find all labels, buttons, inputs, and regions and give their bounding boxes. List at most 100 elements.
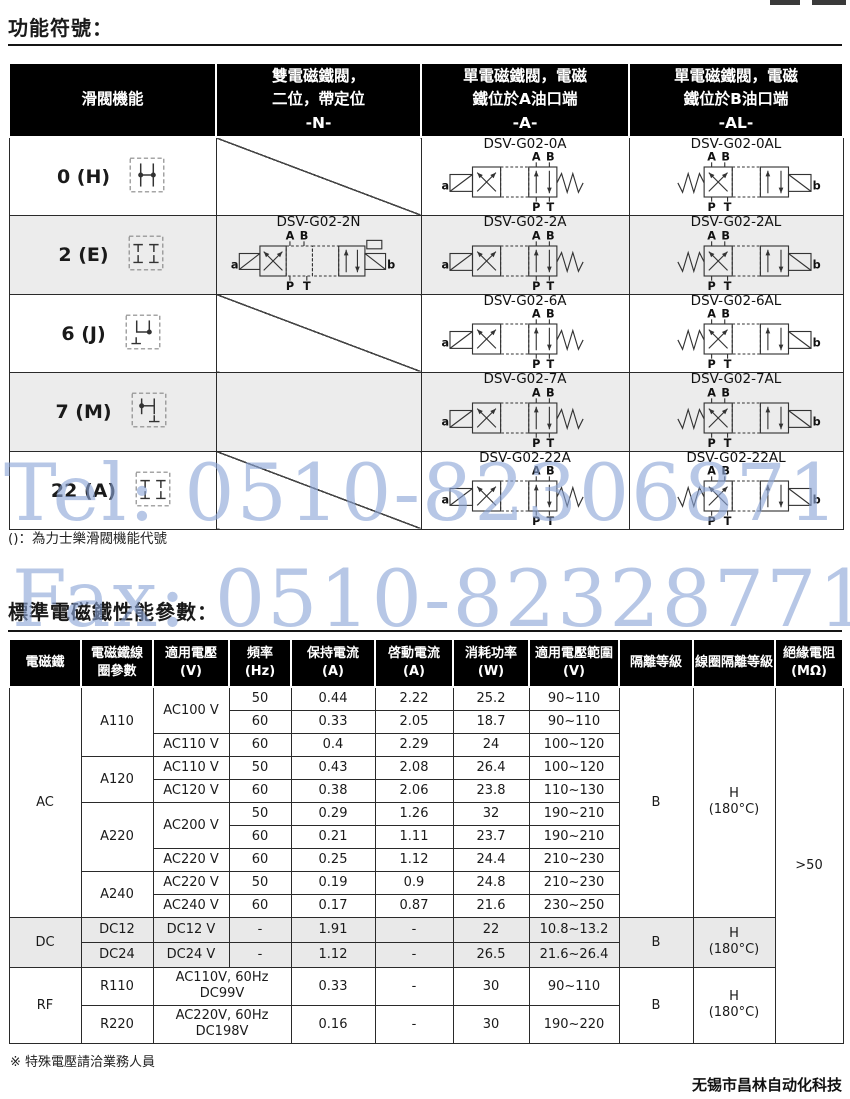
valve-cell: DSV-G02-2AL b A B P T: [628, 214, 844, 295]
model-number: DSV-G02-2N: [276, 214, 361, 231]
svg-text:T: T: [724, 515, 732, 526]
power-cell: 30: [452, 966, 530, 1006]
model-number: DSV-G02-6AL: [690, 292, 782, 309]
hold-cell: 1.12: [290, 941, 376, 968]
svg-text:b: b: [813, 494, 821, 507]
freq-cell: -: [228, 941, 292, 968]
freq-cell: 50: [228, 870, 292, 895]
table-row: A240 AC220 V 50 0.19 0.9 24.8 210~230: [9, 870, 843, 918]
rexroth-code-note: ()：為力士樂滑閥機能代號: [8, 531, 168, 547]
svg-text:B: B: [721, 231, 730, 242]
svg-text:B: B: [546, 231, 555, 242]
spool-symbol-h-icon: [126, 154, 168, 200]
range-cell: 100~120: [528, 755, 620, 780]
range-cell: 210~230: [528, 847, 620, 872]
valve-cell: DSV-G02-7A a A B P T: [420, 372, 630, 452]
table-row: RF R110 AC110V, 60Hz DC99V 0.33 - 30 90~…: [8, 966, 843, 1044]
table-row: 7 (M) DSV-G02-7A a A B P T DSV-G02-7AL b A B P T: [8, 372, 844, 452]
range-cell: 90~110: [528, 709, 620, 734]
range-cell: 21.6~26.4: [528, 941, 620, 968]
model-number: DSV-G02-2AL: [690, 214, 782, 231]
svg-text:P: P: [708, 437, 716, 448]
svg-text:b: b: [813, 258, 821, 271]
hold-cell: 0.17: [290, 893, 376, 918]
power-cell: 23.8: [452, 778, 530, 803]
col-header-voltage-range: 適用電壓範圍 (V): [528, 638, 620, 688]
range-cell: 210~230: [528, 870, 620, 895]
inrush-cell: 0.87: [374, 893, 454, 918]
voltage-cell: DC12 V: [152, 916, 230, 943]
hold-cell: 1.91: [290, 916, 376, 943]
svg-text:A: A: [532, 309, 541, 320]
coil-isolation-cell: H (180°C): [692, 916, 776, 968]
coil-cell: DC12: [80, 916, 154, 943]
power-cell: 18.7: [452, 709, 530, 734]
valve-cell: DSV-G02-0A a A B P T: [420, 136, 630, 217]
table-row: DC DC12 DC12 V - 1.91 - 22 10.8~13.2 B H…: [8, 916, 843, 968]
svg-text:P: P: [532, 515, 540, 526]
svg-text:b: b: [813, 180, 821, 193]
valve-cell: DSV-G02-2N a b A B P T: [215, 214, 422, 295]
coil-cell: A120: [80, 755, 154, 803]
svg-text:T: T: [724, 280, 732, 291]
inrush-cell: 2.08: [374, 755, 454, 780]
col-header-solenoid: 電磁鐵: [8, 638, 82, 688]
hold-cell: 0.4: [290, 732, 376, 757]
valve-cell: DSV-G02-7AL b A B P T: [628, 372, 844, 452]
coil-cell: DC24: [80, 941, 154, 968]
table-row: 22 (A) DSV-G02-22A a A B P T DSV-G02-22AL b A B P…: [8, 449, 844, 531]
hold-cell: 0.38: [290, 778, 376, 803]
svg-text:T: T: [546, 201, 554, 212]
col-header-frequency: 頻率 (Hz): [228, 638, 292, 688]
table-row: 0 (H) DSV-G02-0A a A B P T DSV-G02-0AL b A B P T: [8, 136, 844, 217]
freq-cell: 60: [228, 709, 292, 734]
svg-text:A: A: [285, 231, 294, 242]
inrush-cell: -: [374, 941, 454, 968]
freq-cell: 50: [228, 801, 292, 826]
hold-cell: 0.21: [290, 824, 376, 849]
inrush-cell: -: [374, 1004, 454, 1044]
function-label: 2 (E): [58, 244, 109, 266]
voltage-cell: AC120 V: [152, 778, 230, 803]
svg-text:A: A: [532, 152, 541, 163]
svg-text:A: A: [707, 152, 716, 163]
freq-cell: 50: [228, 686, 292, 711]
divider: [8, 44, 842, 46]
col-header-isolation: 隔離等級: [618, 638, 694, 688]
table-row: 60 0.33 2.05 18.7 90~110: [9, 709, 843, 734]
svg-text:T: T: [546, 280, 554, 291]
valve-cell: DSV-G02-22AL b A B P T: [628, 449, 844, 531]
svg-text:B: B: [546, 309, 555, 320]
function-cell: 7 (M): [8, 372, 217, 452]
voltage-cell: DC24 V: [152, 941, 230, 968]
svg-text:T: T: [724, 358, 732, 369]
function-label: 7 (M): [55, 401, 112, 423]
svg-text:A: A: [532, 388, 541, 399]
table-row: DC24 DC24 V - 1.12 - 26.5 21.6~26.4: [9, 941, 843, 968]
inrush-cell: 1.26: [374, 801, 454, 826]
table-row: 6 (J) DSV-G02-6A a A B P T DSV-G02-6AL b A B P T: [8, 292, 844, 374]
svg-text:B: B: [721, 388, 730, 399]
solenoid-type-cell: RF: [8, 966, 82, 1044]
hold-cell: 0.16: [290, 1004, 376, 1044]
coil-cell: A110: [80, 686, 154, 757]
coil-cell: R110: [80, 966, 154, 1006]
inrush-cell: -: [374, 916, 454, 943]
model-number: DSV-G02-22AL: [686, 449, 786, 466]
svg-text:a: a: [442, 337, 450, 350]
power-cell: 24: [452, 732, 530, 757]
coil-cell: R220: [80, 1004, 154, 1044]
table-row: AC A110 AC100 V 50 0.44 2.22 25.2 90~110…: [8, 686, 844, 1044]
power-cell: 26.4: [452, 755, 530, 780]
svg-text:A: A: [707, 231, 716, 242]
cropped-header-fragment: [768, 0, 848, 7]
svg-text:A: A: [532, 466, 541, 477]
model-number: DSV-G02-22A: [479, 449, 571, 466]
power-cell: 32: [452, 801, 530, 826]
power-cell: 30: [452, 1004, 530, 1044]
model-number: DSV-G02-2A: [483, 214, 567, 231]
inrush-cell: 0.9: [374, 870, 454, 895]
